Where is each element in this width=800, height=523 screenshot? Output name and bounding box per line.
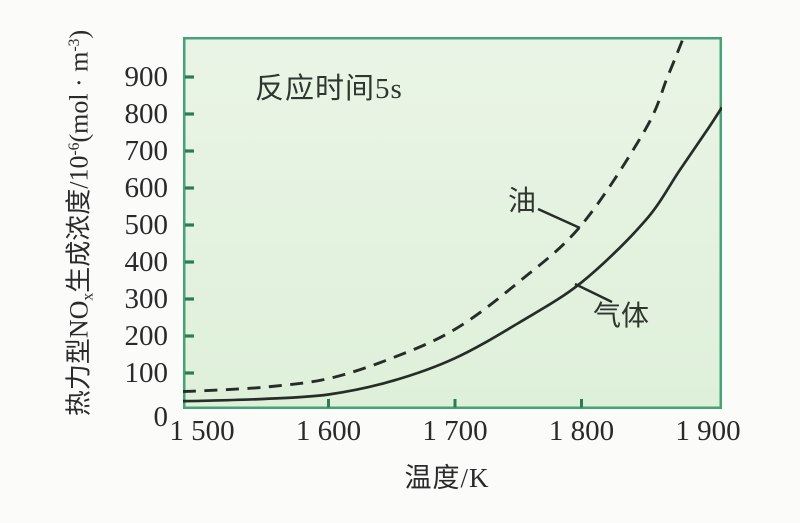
series-label-oil: 油 (508, 186, 537, 217)
series-label-gas: 气体 (593, 301, 650, 332)
y-tick-label: 400 (124, 246, 169, 278)
x-tick-label: 1 500 (169, 415, 235, 447)
plot-area: 反应时间5s 油气体 (183, 37, 722, 409)
x-tick-label: 1 700 (422, 415, 488, 447)
callout-line-gas (574, 282, 613, 304)
y-tick-label: 500 (124, 209, 169, 241)
y-tick-label: 200 (124, 320, 169, 352)
x-tick-label: 1 900 (675, 415, 741, 447)
x-tick-label: 1 800 (548, 415, 615, 447)
y-tick-label: 900 (124, 61, 169, 93)
y-tick-label: 0 (153, 401, 169, 433)
curve-oil (183, 37, 686, 393)
plot-frame (183, 37, 722, 409)
y-axis-title-segment: -6 (66, 142, 83, 156)
y-tick-label: 600 (124, 172, 169, 204)
y-axis-title-segment: -3 (66, 38, 83, 52)
y-tick-label: 700 (124, 135, 169, 167)
x-axis-title: 温度/K (404, 463, 490, 493)
x-tick-label: 1 600 (295, 415, 362, 447)
callout-line-oil (537, 207, 581, 230)
y-tick-label: 800 (124, 98, 169, 130)
y-tick-label: 300 (124, 283, 169, 315)
plot-svg (183, 37, 722, 409)
y-axis-title-segment: ) (64, 29, 94, 39)
annotation-reaction-time: 反应时间5s (255, 73, 403, 105)
curve-gas (183, 106, 722, 403)
y-tick-label: 100 (124, 357, 169, 389)
